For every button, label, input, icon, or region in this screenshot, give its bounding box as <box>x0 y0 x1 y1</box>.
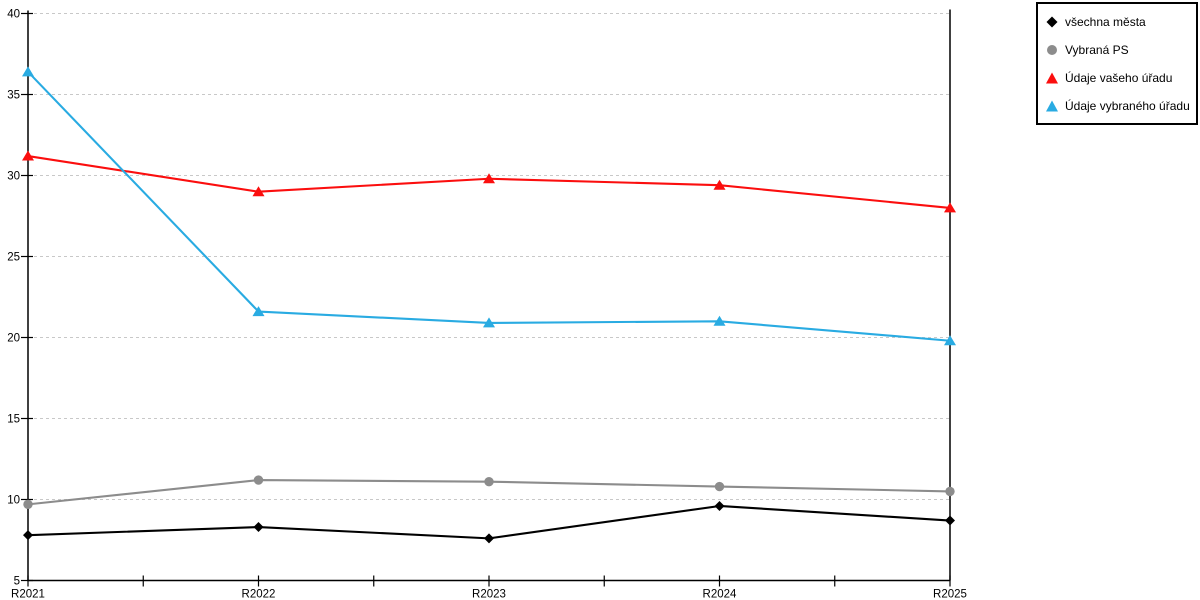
circle-marker-icon <box>23 499 33 510</box>
diamond-marker-icon <box>945 515 955 526</box>
legend-label: všechna města <box>1065 15 1146 29</box>
x-tick-label: R2022 <box>242 589 276 600</box>
triangle-marker-icon <box>944 335 956 346</box>
x-tick-label: R2024 <box>703 589 737 600</box>
y-tick-label: 35 <box>7 90 20 102</box>
y-tick-label: 40 <box>7 9 20 21</box>
triangle-marker-icon <box>1046 72 1058 84</box>
legend-label: Údaje vašeho úřadu <box>1065 71 1173 85</box>
triangle-marker-shape <box>1046 72 1058 84</box>
triangle-marker-icon <box>22 66 34 77</box>
circle-marker-icon <box>714 481 725 492</box>
y-tick-label: 20 <box>7 333 20 345</box>
diamond-marker-icon <box>714 500 725 511</box>
circle-marker-icon <box>1047 45 1057 55</box>
diamond-marker-icon <box>484 533 494 544</box>
circle-marker-icon <box>253 475 264 485</box>
circle-marker-icon <box>945 486 955 497</box>
y-tick-label: 15 <box>7 414 20 426</box>
y-tick-label: 25 <box>7 252 20 264</box>
legend-label: Vybraná PS <box>1065 43 1129 57</box>
y-tick-label: 5 <box>14 576 20 588</box>
diamond-marker-icon <box>253 522 264 533</box>
triangle-marker-icon <box>483 317 495 328</box>
triangle-marker-shape <box>1046 100 1058 112</box>
diamond-marker-icon <box>1046 16 1058 28</box>
y-tick-label: 30 <box>7 171 20 183</box>
triangle-marker-icon <box>713 179 726 190</box>
chart-legend: všechna města Vybraná PS Údaje vašeho úřad… <box>1036 2 1198 125</box>
triangle-marker-icon <box>1046 100 1058 112</box>
diamond-marker-icon <box>23 530 33 541</box>
circle-marker-icon <box>484 476 494 487</box>
x-tick-label: R2021 <box>11 589 45 600</box>
triangle-marker-icon <box>483 173 495 184</box>
legend-item: všechna města <box>1045 15 1190 29</box>
legend-item: Vybraná PS <box>1045 43 1190 57</box>
diamond-marker-shape <box>1046 16 1058 28</box>
legend-item: Údaje vybraného úřadu <box>1045 99 1190 113</box>
x-tick-label: R2025 <box>933 589 967 600</box>
legend-label: Údaje vybraného úřadu <box>1065 99 1190 113</box>
triangle-marker-icon <box>713 315 726 326</box>
triangle-marker-icon <box>252 306 265 317</box>
x-tick-label: R2023 <box>472 589 506 600</box>
legend-item: Údaje vašeho úřadu <box>1045 71 1190 85</box>
triangle-marker-icon <box>944 202 956 213</box>
series-line <box>26 70 952 342</box>
triangle-marker-icon <box>252 186 265 197</box>
circle-marker-shape <box>1047 45 1057 55</box>
triangle-marker-icon <box>22 150 34 161</box>
y-tick-label: 10 <box>7 495 20 507</box>
